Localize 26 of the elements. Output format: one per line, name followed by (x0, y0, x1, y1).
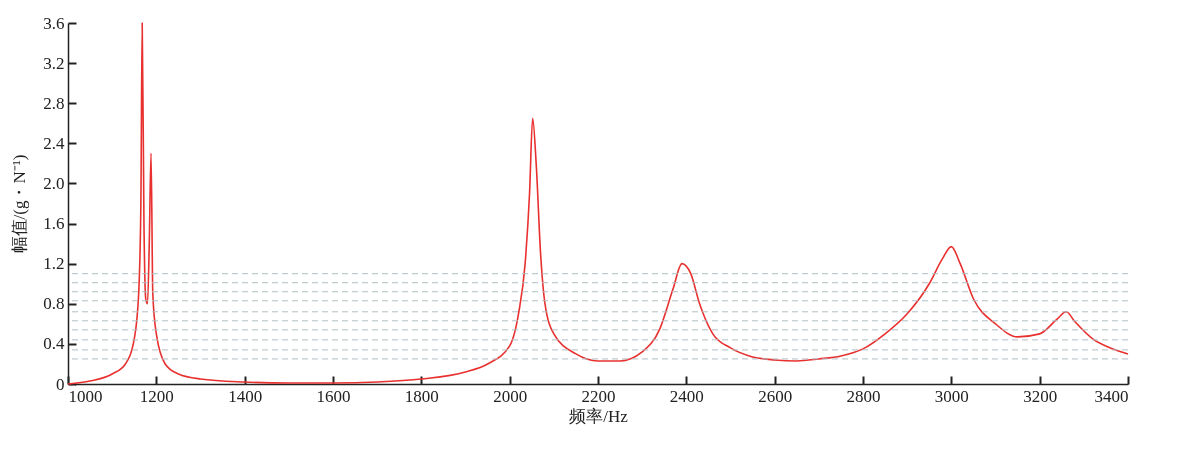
y-tick-label: 0.8 (43, 294, 65, 314)
x-tick-label: 3200 (1023, 386, 1058, 406)
y-tick-label: 0 (56, 374, 65, 394)
x-tick-label: 2000 (493, 386, 528, 406)
x-tick-label: 1200 (139, 386, 174, 406)
x-tick-label: 1600 (316, 386, 351, 406)
x-tick-label: 3400 (1094, 386, 1129, 406)
y-axis-title: 幅值/(g・N⁻¹) (10, 154, 30, 254)
x-tick-label: 1400 (228, 386, 263, 406)
y-tick-label: 3.6 (43, 13, 65, 33)
x-tick-label: 1000 (68, 386, 103, 406)
x-tick-label: 2600 (758, 386, 793, 406)
x-tick-label: 2800 (846, 386, 881, 406)
x-tick-label: 3000 (934, 386, 969, 406)
y-tick-label: 2.0 (43, 173, 65, 193)
y-tick-label: 1.6 (43, 214, 65, 234)
y-tick-label: 0.4 (43, 334, 65, 354)
y-tick-label: 1.2 (43, 254, 65, 274)
y-tick-label: 2.8 (43, 93, 65, 113)
x-tick-label: 1800 (404, 386, 439, 406)
y-tick-label: 3.2 (43, 53, 65, 73)
x-tick-label: 2400 (669, 386, 704, 406)
x-axis-title: 频率/Hz (569, 406, 629, 426)
line-series (67, 22, 1129, 385)
y-tick-label: 2.4 (43, 133, 65, 153)
x-tick-label: 2200 (581, 386, 616, 406)
